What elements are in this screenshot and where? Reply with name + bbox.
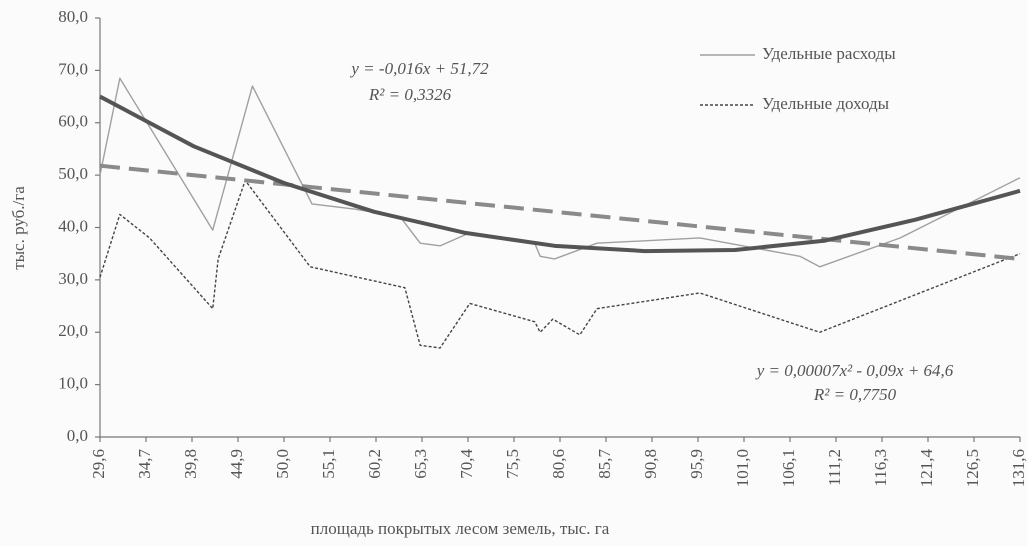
y-tick-label: 10,0 (58, 374, 88, 393)
y-tick-label: 80,0 (58, 7, 88, 26)
trend-line (99, 163, 1021, 261)
y-tick-label: 70,0 (58, 59, 88, 78)
y-tick-label: 20,0 (58, 321, 88, 340)
x-tick-label: 85,7 (595, 449, 614, 479)
x-tick-label: 101,0 (733, 449, 752, 487)
trend-r2: R² = 0,3326 (368, 85, 452, 104)
x-tick-label: 75,5 (503, 449, 522, 479)
trend-equation: y = 0,00007x² - 0,09x + 64,6 (755, 361, 954, 380)
x-tick-label: 106,1 (779, 449, 798, 487)
x-tick-label: 50,0 (273, 449, 292, 479)
x-tick-label: 111,2 (825, 449, 844, 486)
x-tick-label: 70,4 (457, 449, 476, 479)
x-tick-label: 34,7 (135, 449, 154, 479)
x-tick-label: 44,9 (227, 449, 246, 479)
x-axis-label: площадь покрытых лесом земель, тыс. га (311, 519, 610, 538)
trend-r2: R² = 0,7750 (813, 385, 897, 404)
x-tick-label: 95,9 (687, 449, 706, 479)
x-tick-label: 80,6 (549, 449, 568, 479)
x-tick-label: 55,1 (319, 449, 338, 479)
y-tick-label: 30,0 (58, 269, 88, 288)
x-tick-label: 29,6 (89, 449, 108, 479)
x-tick-label: 65,3 (411, 449, 430, 479)
x-tick-label: 60,2 (365, 449, 384, 479)
y-tick-label: 50,0 (58, 164, 88, 183)
y-axis-label: тыс. руб./га (9, 186, 28, 270)
trend-equation: y = -0,016x + 51,72 (349, 59, 489, 78)
legend-label: Удельные расходы (762, 44, 896, 63)
x-tick-label: 116,3 (871, 449, 890, 487)
y-tick-label: 40,0 (58, 216, 88, 235)
series-line (99, 179, 1021, 349)
y-tick-label: 0,0 (67, 426, 88, 445)
x-tick-label: 39,8 (181, 449, 200, 479)
x-tick-label: 131,6 (1009, 449, 1027, 487)
x-tick-label: 121,4 (917, 449, 936, 488)
x-tick-label: 126,5 (963, 449, 982, 487)
x-tick-label: 90,8 (641, 449, 660, 479)
trend-line (99, 94, 1021, 254)
y-tick-label: 60,0 (58, 112, 88, 131)
legend-label: Удельные доходы (762, 94, 890, 113)
